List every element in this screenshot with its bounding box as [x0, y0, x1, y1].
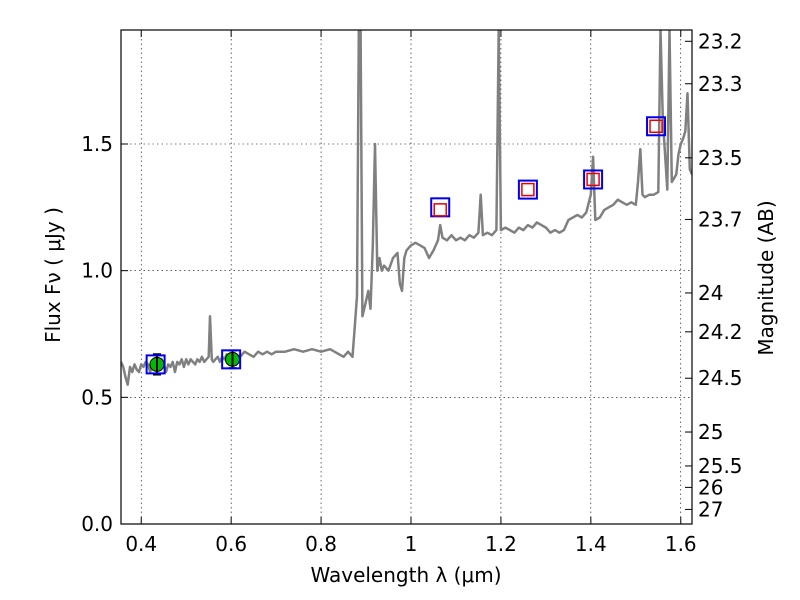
y-tick-label: 1.5 — [81, 132, 113, 156]
model-square-red — [433, 203, 447, 217]
y-tick-label: 0.5 — [81, 385, 113, 409]
right-tick-label: 26 — [698, 475, 723, 499]
right-tick-label: 23.3 — [698, 72, 743, 96]
model-square-red — [586, 172, 600, 187]
right-tick-label: 24 — [698, 281, 723, 305]
right-tick-label: 25.5 — [698, 454, 743, 478]
right-tick-label: 24.5 — [698, 366, 743, 390]
right-tick-label: 23.2 — [698, 29, 743, 53]
model-square-blue — [221, 349, 242, 370]
plot-frame — [120, 29, 693, 525]
spectrum-line — [121, 30, 692, 386]
x-tick-label: 1.4 — [575, 532, 607, 556]
model-square-blue — [646, 116, 667, 137]
right-tick-label: 23.7 — [698, 207, 743, 231]
y-axis-label: Flux Fν ( μJy ) — [41, 207, 65, 343]
grid — [121, 30, 692, 525]
photometry-markers — [145, 116, 667, 376]
x-tick-label: 0.8 — [305, 532, 337, 556]
model-square-blue — [517, 179, 538, 200]
x-tick-label: 1 — [405, 532, 418, 556]
y-tick-label: 1.0 — [81, 259, 113, 283]
right-tick-label: 24.2 — [698, 320, 743, 344]
model-square-red — [521, 182, 535, 197]
x-axis-label: Wavelength λ (μm) — [310, 563, 501, 587]
spectrum-series — [121, 30, 692, 386]
x-tick-label: 1.2 — [485, 532, 517, 556]
model-square-blue — [145, 354, 166, 375]
right-tick-label: 25 — [698, 420, 723, 444]
model-square-red — [649, 119, 663, 134]
model-square-blue — [583, 169, 604, 190]
y-tick-label: 0.0 — [81, 512, 113, 536]
axis-ticks: 0.4 0.6 0.8 1 1.2 1.4 1.6 0.0 0.5 1.0 1.5 23.2 23.3 2… — [81, 29, 742, 556]
x-tick-label: 1.6 — [665, 532, 697, 556]
right-tick-label: 23.5 — [698, 146, 743, 170]
right-tick-label: 27 — [698, 497, 723, 521]
x-tick-label: 0.6 — [215, 532, 247, 556]
right-axis-label: Magnitude (AB) — [754, 200, 778, 355]
x-tick-label: 0.4 — [125, 532, 157, 556]
